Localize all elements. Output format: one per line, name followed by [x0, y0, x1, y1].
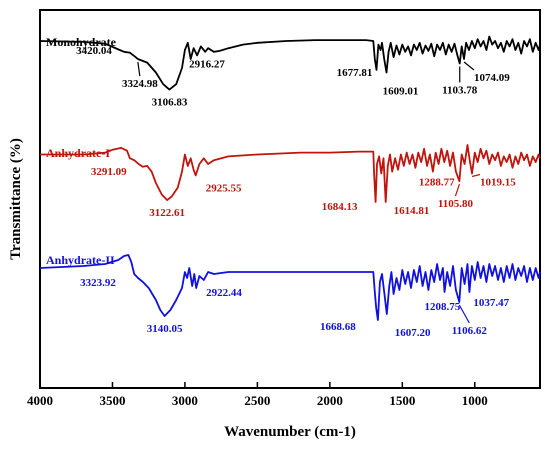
peak-label-3324.98: 3324.98 [122, 78, 158, 90]
peak-arrow-1106.62 [458, 304, 470, 324]
peak-label-1105.80: 1105.80 [438, 198, 474, 210]
series-name-monohydrate: Monohydrate [46, 35, 117, 49]
x-tick-label-2000: 2000 [317, 393, 343, 408]
peak-label-1288.77: 1288.77 [419, 177, 455, 189]
peak-arrow-1105.80 [454, 183, 461, 197]
peak-label-1668.68: 1668.68 [320, 321, 356, 333]
peak-label-1106.62: 1106.62 [452, 325, 488, 337]
peak-label-2922.44: 2922.44 [206, 287, 242, 299]
series-line-monohydrate [39, 35, 541, 91]
plot-frame [39, 9, 541, 389]
series-name-anhydrate-i: Anhydrate-I [46, 146, 110, 160]
peak-arrow-1019.15 [471, 173, 481, 178]
peak-label-3323.92: 3323.92 [80, 277, 116, 289]
series-name-anhydrate-ii: Anhydrate-II [46, 253, 115, 267]
series-line-anhydrate-i [40, 144, 541, 203]
x-axis-title: Wavenumber (cm-1) [224, 424, 356, 440]
x-tick-label-2500: 2500 [244, 393, 270, 408]
peak-label-1609.01: 1609.01 [383, 86, 419, 98]
x-axis-ticks: 4000 3500 3000 2500 2000 1500 1000 [27, 382, 488, 408]
peak-label-2925.55: 2925.55 [206, 182, 242, 194]
x-tick-label-3000: 3000 [172, 393, 198, 408]
peak-label-3291.09: 3291.09 [91, 166, 127, 178]
x-tick-label-4000: 4000 [27, 393, 53, 408]
peak-label-1607.20: 1607.20 [395, 327, 431, 339]
peak-label-3106.83: 3106.83 [152, 97, 188, 109]
peak-arrow-1074.09 [463, 61, 475, 71]
y-axis-title: Transmittance (%) [8, 138, 24, 260]
peak-label-2916.27: 2916.27 [189, 58, 225, 70]
x-tick-label-3500: 3500 [99, 393, 125, 408]
peak-label-1677.81: 1677.81 [337, 67, 373, 79]
peak-label-1074.09: 1074.09 [474, 72, 510, 84]
peak-label-1037.47: 1037.47 [473, 297, 509, 309]
x-tick-label-1000: 1000 [462, 393, 488, 408]
x-tick-label-1500: 1500 [389, 393, 415, 408]
peak-label-1103.78: 1103.78 [442, 85, 478, 97]
peak-label-1208.75: 1208.75 [425, 301, 461, 313]
peak-label-3140.05: 3140.05 [147, 323, 183, 335]
peak-label-3420.04: 3420.04 [76, 45, 112, 57]
peak-label-1019.15: 1019.15 [480, 177, 516, 189]
peak-label-3122.61: 3122.61 [149, 207, 185, 219]
peak-label-1614.81: 1614.81 [394, 205, 430, 217]
peak-arrow-3324.98 [137, 61, 141, 77]
series-layer [39, 35, 541, 321]
peak-label-1684.13: 1684.13 [322, 201, 358, 213]
series-line-anhydrate-ii [39, 254, 541, 321]
